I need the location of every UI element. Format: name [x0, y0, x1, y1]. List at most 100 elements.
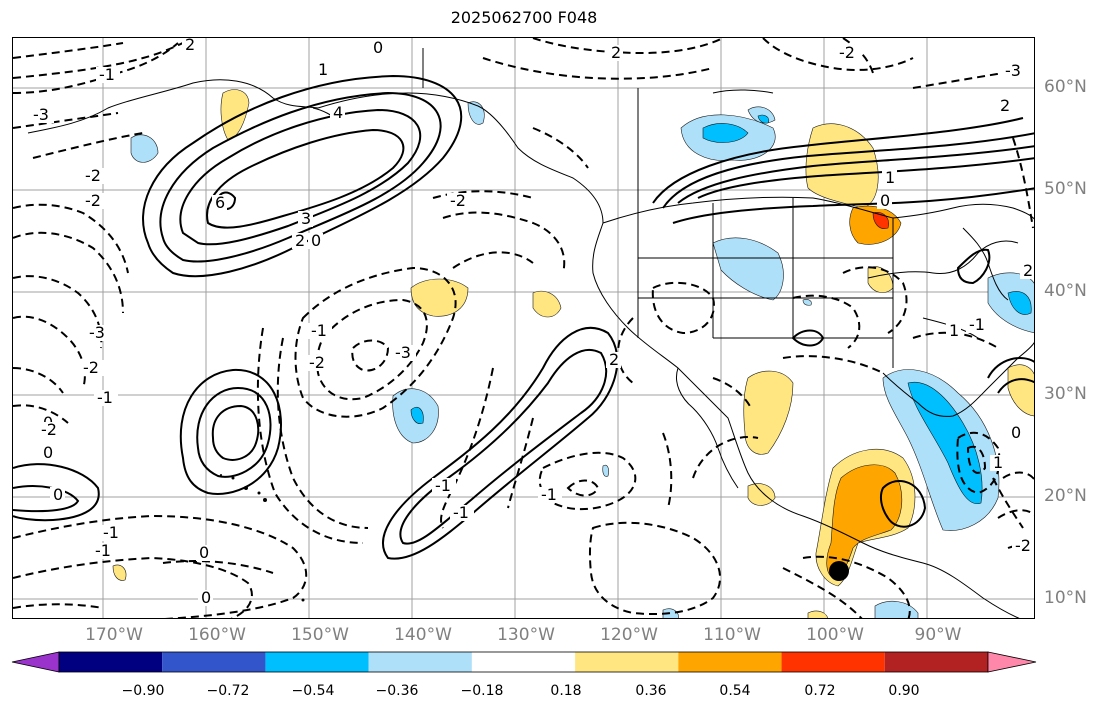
contour-label-bg: [447, 193, 471, 209]
map-frame: -3-2-2-1-10001-1-2-3246320-2-12-1-2-3101…: [12, 37, 1035, 619]
contour-label-bg: [82, 168, 106, 184]
colorbar-extend-high: [987, 651, 1037, 673]
colorbar-segment: [575, 652, 679, 672]
contour-label: -1: [435, 476, 451, 495]
contour-label-bg: [292, 233, 307, 249]
contour-label-bg: [392, 345, 416, 361]
contour-label-bg: [966, 317, 990, 333]
contour-label: -3: [395, 343, 411, 362]
colorbar-segment: [781, 652, 885, 672]
lon-label-100w: 100°W: [806, 625, 864, 645]
contour-label: -2: [85, 191, 101, 210]
contour-label: -1: [95, 541, 111, 560]
contour-label: 1: [949, 321, 959, 340]
contour-label: 2: [1000, 96, 1010, 115]
contour-label-bg: [50, 487, 65, 503]
contour-label: -1: [103, 523, 119, 542]
contours-positive: [13, 74, 1034, 560]
contours-negative: [13, 38, 1034, 618]
contour-label: 1: [885, 168, 895, 187]
contour-label: 0: [880, 191, 890, 210]
colorbar-label: 0.18: [550, 683, 582, 699]
contour-label: 4: [333, 103, 343, 122]
contour-label: 2: [1023, 261, 1033, 280]
contour-label-bg: [298, 211, 313, 227]
colorbar: [11, 651, 1037, 673]
contour-label-bg: [80, 360, 104, 376]
contour-label: 6: [215, 193, 225, 212]
contour-label: 1: [993, 453, 1003, 472]
contour-label: 0: [199, 543, 209, 562]
lat-label-50n: 50°N: [1044, 179, 1087, 199]
contour-label: -1: [453, 503, 469, 522]
black-dot-marker: [829, 561, 849, 581]
contour-label-bg: [92, 543, 116, 559]
contour-label-bg: [40, 445, 55, 461]
colorbar-label: 0.90: [888, 683, 920, 699]
contour-label: -1: [99, 65, 115, 84]
contour-label: -2: [1015, 536, 1031, 555]
contour-label-bg: [82, 193, 106, 209]
colorbar-label: −0.36: [375, 683, 419, 699]
colorbar-label: 0.54: [719, 683, 751, 699]
contour-label-bg: [836, 45, 860, 61]
contour-label: 2: [185, 38, 195, 54]
contour-label-bg: [450, 505, 474, 521]
contour-label-bg: [606, 352, 621, 368]
lat-label-40n: 40°N: [1044, 281, 1087, 301]
colorbar-label: 0.36: [635, 683, 667, 699]
contour-label-bg: [308, 233, 323, 249]
contour-label-bg: [538, 487, 562, 503]
contour-label-bg: [370, 40, 385, 56]
contour-label: 0: [201, 588, 211, 607]
colorbar-segment: [884, 652, 988, 672]
contour-label: -1: [311, 321, 327, 340]
lat-label-10n: 10°N: [1044, 588, 1087, 608]
contour-label: 0: [1011, 423, 1021, 442]
contour-label-bg: [432, 478, 456, 494]
contour-label: -3: [89, 323, 105, 342]
contour-label-bg: [86, 325, 110, 341]
contour-label-bg: [308, 323, 332, 339]
contour-label: 0: [373, 38, 383, 57]
contour-label-bg: [30, 107, 54, 123]
colorbar-label: −0.72: [206, 683, 250, 699]
contour-label-bg: [877, 193, 892, 209]
contour-label: -2: [85, 166, 101, 185]
contour-label-bg: [1002, 63, 1026, 79]
lon-label-160w: 160°W: [188, 625, 246, 645]
contour-label: -3: [1005, 61, 1021, 80]
contour-label: 0: [311, 231, 321, 250]
contour-label: -2: [839, 43, 855, 62]
colorbar-segment: [471, 652, 576, 672]
contour-label: 2: [611, 43, 621, 62]
map-title: 2025062700 F048: [450, 8, 598, 27]
lon-label-150w: 150°W: [291, 625, 349, 645]
lon-label-130w: 130°W: [497, 625, 555, 645]
contour-label-bg: [306, 355, 330, 371]
lon-label-140w: 140°W: [394, 625, 452, 645]
contour-label: -2: [41, 420, 57, 439]
map-canvas: -3-2-2-1-10001-1-2-3246320-2-12-1-2-3101…: [13, 38, 1034, 618]
contour-label-bg: [315, 62, 330, 78]
colorbar-label: −0.54: [291, 683, 335, 699]
colorbar-label: −0.90: [121, 683, 165, 699]
contour-label: -1: [969, 315, 985, 334]
contour-label-bg: [608, 45, 623, 61]
contour-label: 3: [301, 209, 311, 228]
contour-label-bg: [1020, 263, 1034, 279]
contour-label-bg: [196, 545, 211, 561]
colorbar-extend-low: [11, 651, 60, 673]
contour-label: 0: [53, 485, 63, 504]
contour-label-bg: [96, 67, 120, 83]
contour-label-bg: [182, 38, 197, 53]
lat-label-30n: 30°N: [1044, 384, 1087, 404]
colorbar-segment: [368, 652, 472, 672]
colorbar-segment: [59, 652, 163, 672]
colorbar-segment: [162, 652, 266, 672]
colorbar-label: 0.72: [804, 683, 836, 699]
contour-label: 2: [609, 350, 619, 369]
contour-label-bg: [882, 170, 897, 186]
contour-label-bg: [946, 323, 961, 339]
colorbar-segment: [678, 652, 782, 672]
